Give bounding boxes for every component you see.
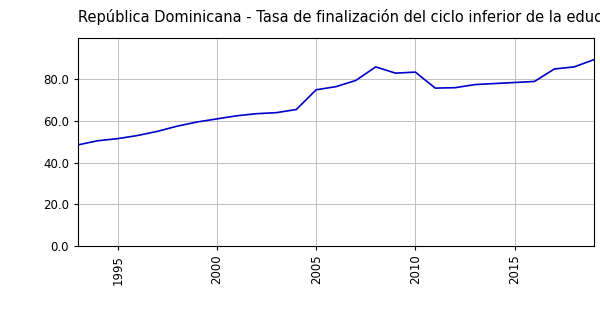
- Text: República Dominicana - Tasa de finalización del ciclo inferior de la educación s: República Dominicana - Tasa de finalizac…: [78, 9, 600, 26]
